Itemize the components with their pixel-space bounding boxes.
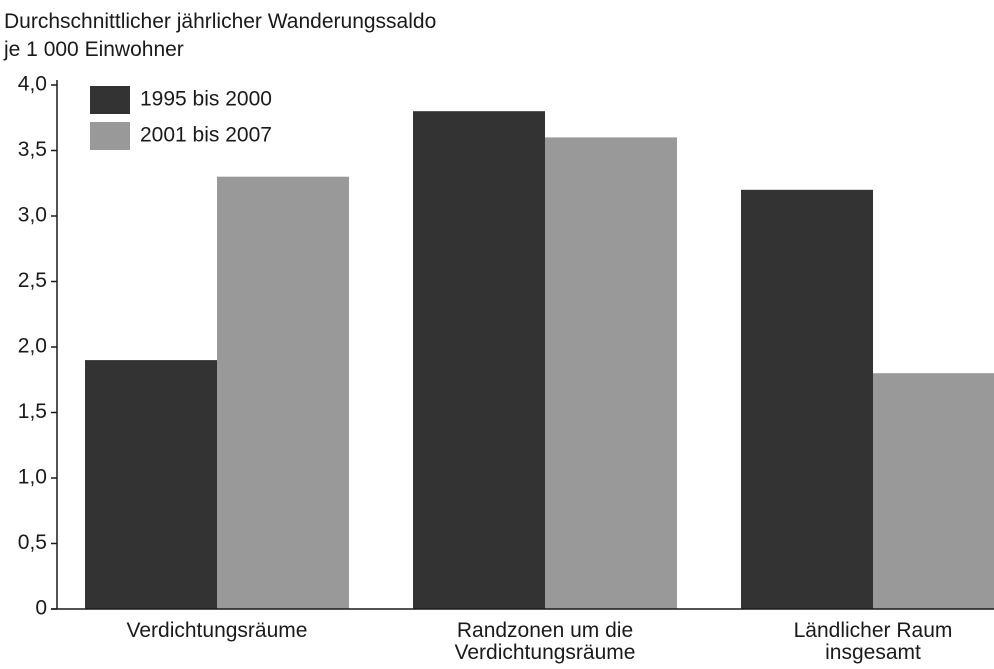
chart-title: je 1 000 Einwohner — [4, 38, 184, 61]
bar — [217, 176, 349, 609]
y-tick-label: 4,0 — [18, 73, 47, 96]
legend-swatch — [90, 86, 130, 114]
y-tick-label: 2,0 — [18, 335, 47, 358]
legend-label: 2001 bis 2007 — [140, 124, 272, 147]
legend-label: 1995 bis 2000 — [140, 88, 272, 111]
y-tick-label: 1,5 — [18, 400, 47, 423]
y-tick-label: 2,5 — [18, 269, 47, 292]
y-tick-label: 0 — [35, 597, 47, 620]
bar — [545, 137, 677, 609]
chart-title: Durchschnittlicher jährlicher Wanderungs… — [4, 10, 437, 33]
bar — [85, 360, 217, 609]
y-tick-label: 3,0 — [18, 204, 47, 227]
legend-swatch — [90, 122, 130, 150]
y-tick-label: 1,0 — [18, 466, 47, 489]
x-tick-label: Ländlicher Raum insgesamt — [793, 619, 953, 664]
bar — [413, 111, 545, 609]
x-tick-label: Randzonen um die Verdichtungsräume — [454, 619, 636, 664]
bar — [741, 189, 873, 610]
y-tick-label: 3,5 — [18, 138, 47, 161]
x-tick-label: Verdichtungsräume — [126, 619, 308, 642]
bar — [873, 373, 994, 609]
y-tick-label: 0,5 — [18, 531, 47, 554]
